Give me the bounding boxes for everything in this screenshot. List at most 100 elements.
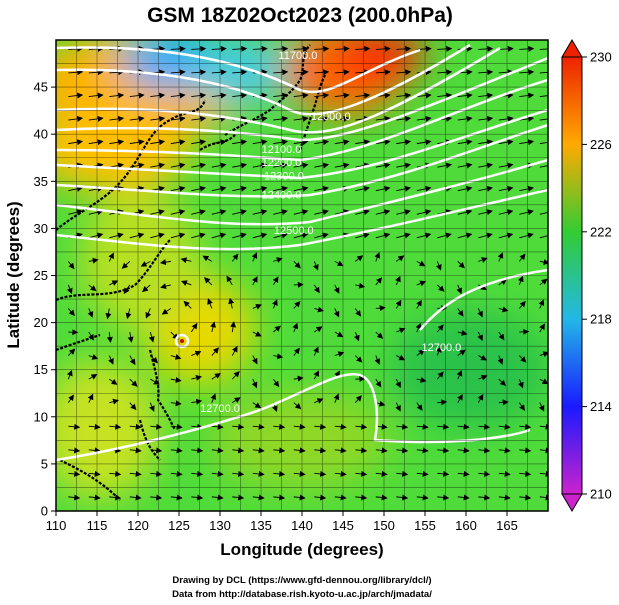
wind-arrow — [211, 209, 227, 216]
colorbar-top-cap — [561, 39, 583, 58]
wind-arrow — [375, 185, 391, 192]
wind-arrow — [498, 306, 509, 313]
wind-arrow — [67, 394, 75, 403]
x-tick-label: 135 — [250, 518, 272, 533]
wind-arrow — [457, 494, 470, 501]
wind-arrow — [170, 115, 186, 122]
wind-arrow — [293, 300, 301, 309]
chart-title: GSM 18Z02Oct2023 (200.0hPa) — [147, 4, 453, 27]
wind-arrow — [68, 92, 84, 99]
wind-arrow — [232, 494, 245, 501]
colorbar-gradient — [561, 56, 583, 495]
storm-center — [174, 333, 190, 349]
wind-arrow — [355, 282, 366, 289]
wind-arrow — [129, 423, 142, 430]
wind-arrow — [436, 261, 442, 271]
wind-arrow — [457, 139, 473, 146]
wind-arrow — [232, 69, 248, 76]
wind-arrow — [498, 185, 514, 192]
wind-arrow — [457, 329, 468, 336]
wind-arrow — [395, 378, 401, 389]
wind-arrow — [354, 355, 363, 363]
wind-arrow — [191, 494, 204, 501]
wind-arrow — [129, 115, 145, 122]
wind-arrow — [252, 276, 258, 286]
wind-arrow — [88, 232, 104, 239]
wind-arrow — [170, 185, 186, 192]
wind-arrow — [66, 369, 73, 380]
wind-arrow — [252, 162, 268, 169]
contour-label: 12400.0 — [262, 189, 302, 201]
wind-arrow — [478, 162, 494, 169]
wind-arrow — [211, 69, 227, 76]
wind-arrow — [273, 447, 286, 454]
wind-arrow — [375, 447, 388, 454]
y-tick-label: 35 — [34, 174, 48, 189]
wind-arrow — [252, 232, 268, 239]
wind-arrow — [129, 470, 142, 477]
wind-arrow — [539, 232, 548, 239]
wind-arrow — [478, 139, 494, 146]
wind-arrow — [457, 115, 473, 122]
wind-arrow — [457, 423, 470, 430]
wind-arrow — [293, 92, 309, 99]
wind-arrow — [211, 162, 227, 169]
wind-arrow — [293, 115, 309, 122]
wind-arrow — [478, 69, 494, 76]
wind-arrow — [436, 324, 444, 333]
y-tick-label: 45 — [34, 80, 48, 95]
wind-arrow — [519, 494, 532, 501]
wind-arrow — [231, 371, 240, 380]
wind-arrow — [232, 397, 241, 404]
wind-arrow — [375, 378, 382, 388]
y-axis-label: Latitude (degrees) — [4, 201, 23, 348]
wind-arrow — [202, 255, 213, 262]
wind-arrow — [519, 92, 535, 99]
wind-arrow — [437, 69, 453, 76]
contour-label: 12200.0 — [262, 157, 302, 169]
wind-arrow — [477, 331, 483, 341]
wind-arrow — [437, 45, 453, 52]
wind-arrow — [170, 232, 186, 239]
wind-arrow — [88, 373, 98, 380]
wind-arrow — [334, 92, 350, 99]
wind-arrow — [478, 374, 488, 381]
wind-arrow — [109, 398, 119, 405]
wind-arrow — [273, 92, 289, 99]
wind-arrow — [396, 354, 406, 361]
wind-arrow — [273, 353, 284, 360]
wind-arrow — [355, 45, 371, 52]
wind-arrow — [334, 139, 350, 146]
wind-arrow — [355, 139, 371, 146]
wind-arrow — [170, 494, 183, 501]
wind-arrow — [150, 115, 166, 122]
x-tick-label: 165 — [496, 518, 518, 533]
wind-arrow — [191, 45, 207, 52]
wind-arrow — [313, 346, 319, 356]
wind-arrow — [211, 423, 224, 430]
wind-arrow — [437, 470, 450, 477]
wind-arrow — [457, 185, 473, 192]
wind-arrow — [539, 209, 548, 216]
wind-arrow — [396, 470, 409, 477]
wind-arrow — [333, 284, 340, 294]
wind-arrow — [314, 447, 327, 454]
wind-arrow — [88, 69, 104, 76]
wind-arrow — [375, 139, 391, 146]
wind-arrow — [211, 185, 227, 192]
wind-arrow — [416, 423, 429, 430]
y-tick-label: 30 — [34, 221, 48, 236]
contour-lines — [56, 43, 548, 462]
wind-arrow — [396, 45, 412, 52]
wind-arrow — [68, 139, 84, 146]
wind-arrow — [88, 284, 97, 292]
contour-label: 12300.0 — [264, 170, 304, 182]
wind-arrow — [150, 232, 165, 239]
wind-arrow — [191, 69, 207, 76]
wind-arrow — [273, 423, 286, 430]
wind-arrow — [498, 447, 511, 454]
wind-arrow — [170, 162, 186, 169]
wind-arrow — [190, 322, 198, 333]
wind-arrow — [396, 92, 412, 99]
wind-arrow — [251, 355, 258, 365]
